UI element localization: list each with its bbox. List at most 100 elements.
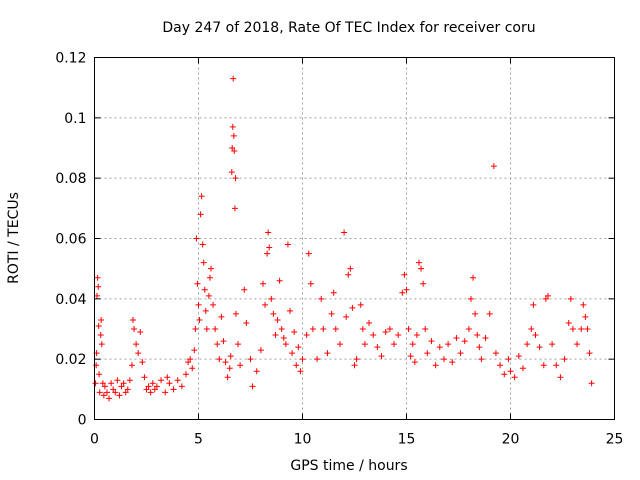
data-point (185, 359, 192, 366)
data-point (528, 326, 535, 332)
data-point (449, 359, 456, 366)
data-point (194, 280, 201, 287)
data-point (584, 326, 591, 332)
data-point (370, 332, 377, 339)
data-point (200, 259, 207, 266)
data-point (395, 332, 402, 339)
data-point (270, 310, 277, 317)
data-point (92, 380, 99, 387)
data-point (129, 316, 136, 323)
data-point (231, 148, 238, 155)
data-point (332, 326, 339, 332)
data-point (100, 392, 107, 399)
data-point (580, 301, 587, 308)
data-point (293, 362, 300, 369)
y-tick-label: 0 (78, 413, 87, 429)
data-point (295, 344, 302, 351)
data-point (578, 326, 585, 332)
data-point (289, 350, 296, 357)
data-point (207, 265, 214, 272)
data-point (166, 380, 173, 387)
data-point (343, 313, 350, 320)
data-point (257, 347, 264, 354)
data-point (108, 380, 115, 387)
data-point (588, 380, 595, 387)
data-point (231, 205, 238, 212)
data-point (553, 362, 560, 369)
x-tick-label: 15 (398, 432, 416, 448)
data-point (262, 301, 269, 308)
x-tick-label: 0 (90, 432, 99, 448)
data-point (224, 374, 231, 381)
data-point (403, 286, 410, 293)
data-point (222, 359, 229, 366)
data-point (232, 310, 239, 317)
data-point (366, 319, 373, 326)
data-point (153, 383, 160, 390)
data-point (206, 274, 213, 281)
data-point (124, 386, 131, 393)
data-point (178, 383, 185, 390)
data-point (174, 377, 181, 384)
data-point (399, 289, 406, 296)
data-point (436, 344, 443, 351)
data-point (418, 265, 425, 272)
data-point (515, 353, 522, 360)
data-point (324, 350, 331, 357)
data-point (149, 380, 156, 387)
data-point (216, 356, 223, 363)
data-point (197, 211, 204, 218)
data-point (507, 368, 514, 375)
data-point (97, 332, 104, 339)
data-point (99, 380, 106, 387)
data-point (501, 371, 508, 378)
data-point (542, 295, 549, 302)
data-point (561, 356, 568, 363)
data-point (424, 350, 431, 357)
data-point (137, 329, 144, 336)
data-point (318, 295, 325, 302)
data-point (210, 301, 217, 308)
data-point (457, 350, 464, 357)
data-point (259, 280, 266, 287)
data-point (230, 75, 237, 82)
data-point (407, 353, 414, 360)
data-point (415, 259, 422, 266)
data-point (511, 374, 518, 381)
data-point (114, 377, 121, 384)
data-point (345, 271, 352, 278)
data-point (532, 332, 539, 339)
data-point (228, 169, 235, 176)
data-point (249, 383, 256, 390)
data-point (405, 326, 412, 332)
data-point (103, 389, 110, 396)
data-point (347, 265, 354, 272)
data-point (218, 313, 225, 320)
x-tick-label: 5 (194, 432, 203, 448)
y-tick-label: 0.04 (55, 292, 86, 308)
data-point (116, 392, 123, 399)
data-point (336, 341, 343, 348)
data-point (229, 123, 236, 130)
data-point (274, 316, 281, 323)
data-point (569, 326, 576, 332)
data-point (361, 341, 368, 348)
data-point (391, 341, 398, 348)
data-point (226, 365, 233, 372)
x-tick-label: 10 (294, 432, 312, 448)
data-point (465, 326, 472, 332)
data-point (141, 374, 148, 381)
data-point (307, 280, 314, 287)
data-point (536, 344, 543, 351)
data-point (287, 307, 294, 314)
data-point (565, 319, 572, 326)
data-point (314, 356, 321, 363)
data-point (428, 338, 435, 345)
data-point (135, 350, 142, 357)
data-point (382, 329, 389, 336)
data-point (110, 386, 117, 393)
data-point (94, 274, 101, 281)
x-tick-label: 20 (502, 432, 520, 448)
data-point (145, 383, 152, 390)
